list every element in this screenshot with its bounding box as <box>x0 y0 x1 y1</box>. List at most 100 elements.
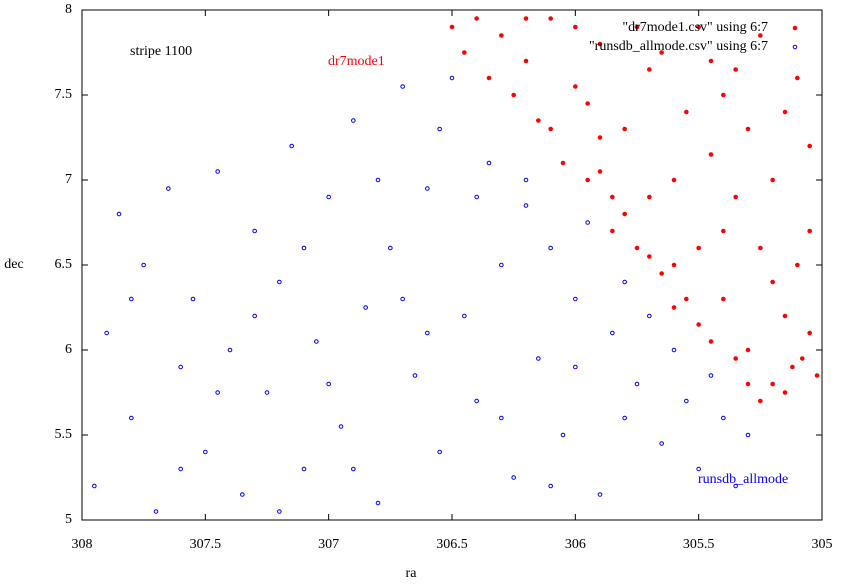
data-point <box>684 398 689 404</box>
data-point <box>770 381 775 387</box>
data-point <box>622 279 627 285</box>
x-tick-label: 307 <box>318 537 339 552</box>
data-point <box>486 75 492 81</box>
data-point <box>733 356 738 361</box>
data-point <box>622 126 627 132</box>
data-point <box>104 330 109 336</box>
data-point <box>684 109 689 115</box>
plot-frame <box>81 9 823 521</box>
data-point <box>425 186 430 191</box>
y-tick-label: 7 <box>65 172 72 187</box>
data-point <box>326 194 331 200</box>
x-tick-label: 306 <box>565 537 586 552</box>
data-point <box>708 58 714 64</box>
data-point <box>795 262 800 268</box>
data-point <box>425 330 430 336</box>
x-tick-label: 308 <box>72 537 93 552</box>
data-point <box>721 296 726 302</box>
data-point <box>338 424 344 429</box>
data-point <box>474 398 479 404</box>
y-tick-label: 5.5 <box>55 427 73 442</box>
data-point <box>560 160 566 166</box>
data-point <box>523 203 529 208</box>
data-point <box>659 271 664 276</box>
data-point <box>610 330 615 336</box>
data-point <box>449 24 455 30</box>
data-point <box>696 322 701 327</box>
data-point <box>264 390 270 395</box>
data-point <box>548 483 553 489</box>
data-point <box>758 398 763 404</box>
data-point <box>758 33 763 38</box>
data-point <box>548 126 553 132</box>
data-point <box>770 279 775 285</box>
data-point <box>548 245 553 251</box>
data-point <box>597 41 603 47</box>
data-point <box>610 228 615 234</box>
data-point <box>462 50 467 55</box>
data-point <box>178 364 183 370</box>
data-point <box>277 509 282 514</box>
data-point <box>511 475 516 480</box>
data-point <box>523 58 529 64</box>
data-point <box>782 109 788 115</box>
data-point <box>437 126 442 132</box>
data-point <box>240 492 245 497</box>
data-point <box>585 177 590 183</box>
data-point <box>634 24 640 30</box>
data-point <box>684 296 689 302</box>
data-point <box>782 390 788 395</box>
data-point <box>733 483 738 489</box>
data-point <box>536 356 541 361</box>
data-point <box>153 509 159 514</box>
data-point <box>141 262 146 268</box>
x-tick-label: 307.5 <box>190 537 222 552</box>
y-tick-label: 6 <box>65 342 72 357</box>
x-tick-label: 305.5 <box>683 537 715 552</box>
data-point <box>449 75 455 81</box>
data-point <box>523 16 529 21</box>
data-point <box>721 228 726 234</box>
data-point <box>203 449 208 455</box>
legend-label: "dr7mode1.csv" using 6:7 <box>622 20 768 35</box>
data-point <box>708 339 714 344</box>
data-point <box>585 101 590 106</box>
data-point <box>462 313 467 319</box>
data-point <box>807 330 812 336</box>
data-point <box>178 466 183 472</box>
data-point <box>708 152 714 157</box>
data-point <box>400 296 405 302</box>
data-point <box>351 466 356 472</box>
data-point <box>573 296 578 302</box>
data-point <box>252 313 257 319</box>
data-point <box>671 347 677 353</box>
legend-label: "runsdb_allmode.csv" using 6:7 <box>589 39 768 54</box>
data-point <box>92 483 97 489</box>
data-point <box>412 373 418 378</box>
y-axis-label: dec <box>4 257 23 272</box>
data-point <box>363 305 368 310</box>
data-point <box>499 33 504 38</box>
data-point <box>548 16 553 21</box>
data-point <box>351 118 356 123</box>
data-point <box>215 390 220 395</box>
data-point <box>671 262 677 268</box>
y-tick-label: 7.5 <box>55 87 73 102</box>
data-point <box>745 347 751 353</box>
data-point <box>758 245 763 251</box>
data-point <box>696 466 701 472</box>
data-point <box>326 381 331 387</box>
data-point <box>647 67 652 72</box>
data-point <box>671 305 677 310</box>
data-point <box>634 381 640 387</box>
data-point <box>597 135 603 140</box>
data-point <box>227 347 233 353</box>
data-point <box>400 84 405 89</box>
data-point <box>597 169 603 174</box>
data-point <box>129 296 134 302</box>
data-point <box>622 415 627 421</box>
data-point <box>807 228 812 234</box>
data-point <box>289 143 294 149</box>
data-point <box>116 211 122 217</box>
data-point <box>807 143 812 149</box>
